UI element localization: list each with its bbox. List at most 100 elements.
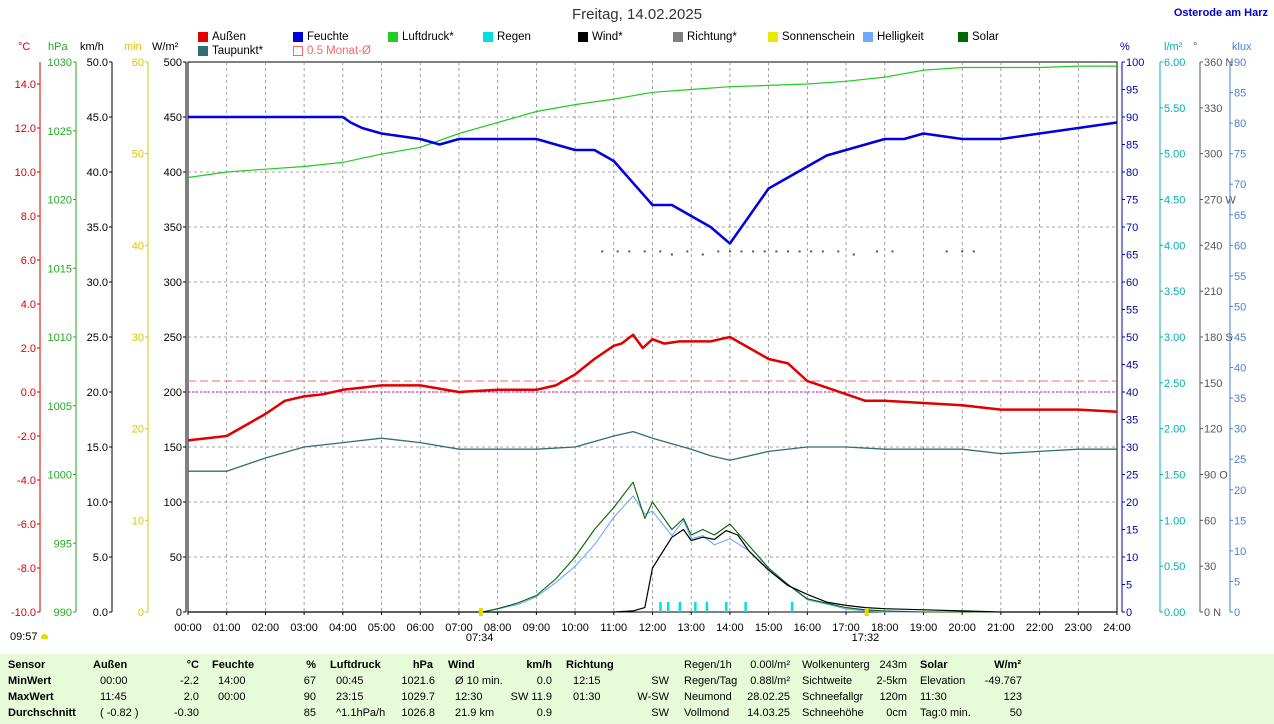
location-label: Osterode am Harz — [1173, 7, 1268, 19]
footer-druck-time: ^1.1hPa/h — [336, 707, 386, 719]
y-tick-label-left: 4.0 — [21, 299, 36, 311]
y-tick-label-right: 2.50 — [1164, 378, 1185, 390]
weather-chart: 00:00 01:00 02:00 03:00 04:00 05:00 06:00 07:00… — [11, 41, 1252, 644]
y-tick-label-left: 990 — [54, 607, 72, 619]
rain-bar — [666, 601, 670, 612]
y-tick-label-right: 60 — [1204, 515, 1216, 527]
legend-swatch — [768, 32, 778, 42]
rain-bar — [790, 601, 794, 612]
footer-wind-time: 12:30 — [455, 691, 483, 703]
direction-point — [601, 250, 604, 253]
y-tick-label-left: -8.0 — [17, 563, 36, 575]
direction-point — [717, 250, 720, 253]
y-tick-label-right: 4.50 — [1164, 195, 1185, 207]
footer-misc2-value: 120m — [879, 691, 907, 703]
footer-wind-time: 21.9 km — [455, 707, 495, 719]
y-tick-label-left: 15.0 — [87, 442, 108, 454]
y-tick-label-right: 4.00 — [1164, 240, 1185, 252]
y-tick-label-right: 1.50 — [1164, 470, 1185, 482]
footer-misc-label: Regen/1h — [684, 659, 732, 671]
footer-header-unit: km/h — [526, 659, 552, 671]
y-tick-label-right: 60 — [1234, 240, 1246, 252]
y-tick-label-right: 55 — [1234, 271, 1246, 283]
legend-swatch — [198, 46, 208, 56]
sunset-marker — [864, 608, 869, 616]
y-tick-label-right: 30 — [1204, 561, 1216, 573]
sunset-label: 17:32 — [852, 632, 880, 644]
footer-feuchte-time: 14:00 — [218, 675, 246, 687]
y-tick-label-left: 0 — [176, 607, 182, 619]
x-tick-label: 08:00 — [484, 622, 512, 634]
x-tick-label: 02:00 — [252, 622, 280, 634]
y-tick-label-right: 40 — [1126, 387, 1138, 399]
footer-misc2-value: 2-5km — [876, 675, 907, 687]
x-tick-label: 07:00 — [445, 622, 473, 634]
direction-point — [837, 250, 840, 253]
footer-druck-value: 1029.7 — [401, 691, 435, 703]
footer-druck-value: 1026.8 — [401, 707, 435, 719]
direction-point — [659, 250, 662, 253]
y-tick-label-right: 150 — [1204, 378, 1222, 390]
y-axis-unit-left: W/m² — [152, 41, 179, 53]
footer-feuchte-value: 67 — [303, 675, 316, 687]
series-line-feuchte — [188, 115, 1118, 245]
y-tick-label-right: 55 — [1126, 305, 1138, 317]
y-tick-label-left: 6.0 — [21, 255, 36, 267]
legend-label: Helligkeit — [877, 31, 924, 43]
footer-misc2-value: 243m — [879, 659, 907, 671]
footer-richtung-time: 12:15 — [573, 675, 601, 687]
y-tick-label-left: 2.0 — [21, 343, 36, 355]
x-tick-label: 18:00 — [871, 622, 899, 634]
legend-label: Regen — [497, 31, 531, 43]
y-tick-label-left: 1000 — [48, 470, 72, 482]
y-tick-label-right: 360 N — [1204, 57, 1233, 69]
direction-point — [876, 250, 879, 253]
series-line-helligkeit — [482, 495, 1001, 613]
y-tick-label-right: 100 — [1126, 57, 1144, 69]
y-tick-label-right: 300 — [1204, 149, 1222, 161]
x-tick-label: 22:00 — [1026, 622, 1054, 634]
x-tick-label: 19:00 — [910, 622, 938, 634]
series-line-luftdruck — [187, 65, 1117, 179]
footer-row-label: MaxWert — [8, 691, 54, 703]
footer-header-unit: % — [306, 659, 316, 671]
y-tick-label-left: 30 — [132, 332, 144, 344]
footer-solar-value: 50 — [1009, 707, 1022, 719]
y-tick-label-right: 10 — [1234, 546, 1246, 558]
footer-aussen-value: 2.0 — [183, 691, 199, 703]
footer-header: Solar — [920, 659, 948, 671]
footer-feuchte-time: 00:00 — [218, 691, 246, 703]
y-tick-label-right: 75 — [1234, 149, 1246, 161]
legend-item: Wind* — [578, 31, 623, 43]
x-tick-label: 16:00 — [794, 622, 822, 634]
y-tick-label-left: -4.0 — [17, 475, 36, 487]
y-tick-label-left: 0 — [138, 607, 144, 619]
y-tick-label-left: 60 — [132, 57, 144, 69]
y-tick-label-left: 100 — [164, 497, 182, 509]
y-tick-label-left: 10.0 — [87, 497, 108, 509]
legend-label: Taupunkt* — [212, 45, 264, 57]
legend-swatch — [198, 32, 208, 42]
y-tick-label-right: 90 O — [1204, 470, 1228, 482]
y-tick-label-left: 14.0 — [15, 79, 36, 91]
y-tick-label-right: 45 — [1126, 360, 1138, 372]
y-tick-label-left: 5.0 — [93, 552, 108, 564]
footer-druck-time: 00:45 — [336, 675, 364, 687]
direction-point — [798, 250, 801, 253]
x-tick-label: 01:00 — [213, 622, 241, 634]
rain-bar — [705, 601, 709, 612]
direction-point — [852, 253, 855, 256]
footer-feuchte-value: 85 — [303, 707, 316, 719]
y-tick-label-right: 1.00 — [1164, 515, 1185, 527]
footer-header-unit: hPa — [412, 659, 433, 671]
legend-swatch — [293, 32, 303, 42]
y-tick-label-left: 50.0 — [87, 57, 108, 69]
legend-label: 0.5 Monat-Ø — [307, 45, 371, 57]
legend-item: Regen — [483, 31, 531, 43]
legend-item: Luftdruck* — [388, 31, 454, 43]
x-tick-label: 10:00 — [561, 622, 589, 634]
y-tick-label-right: 10 — [1126, 552, 1138, 564]
y-tick-label-left: 50 — [170, 552, 182, 564]
y-tick-label-right: 25 — [1234, 454, 1246, 466]
footer-misc2-label: Sichtweite — [802, 675, 853, 687]
